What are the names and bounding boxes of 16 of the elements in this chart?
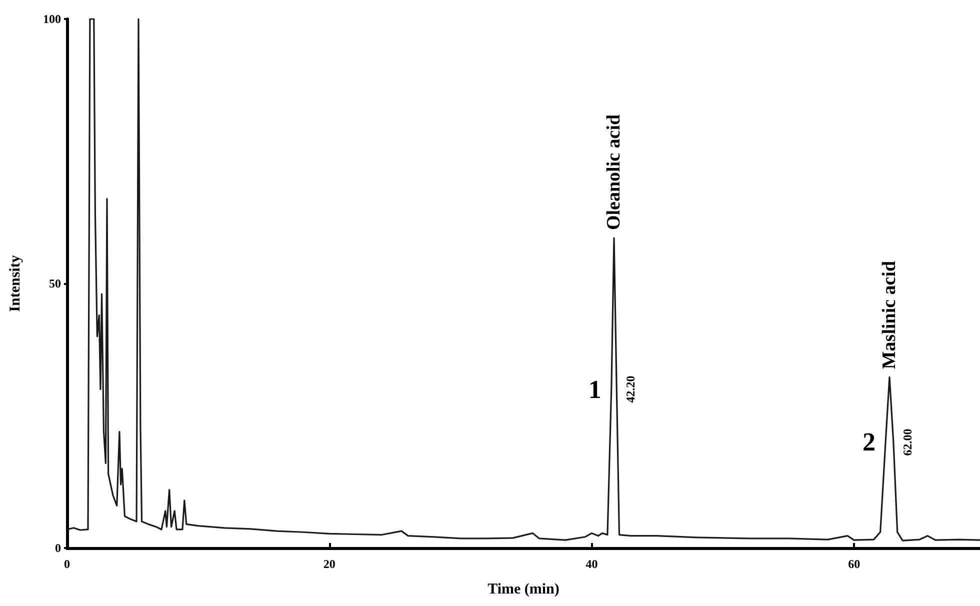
x-tick-label: 20 <box>323 557 336 571</box>
annotation: 42.20 <box>624 376 638 403</box>
x-tick-label: 0 <box>64 557 70 571</box>
x-tick-label: 60 <box>848 557 860 571</box>
annotation: 62.00 <box>900 428 914 456</box>
x-axis-title: Time (min) <box>488 582 560 598</box>
annotation: 1 <box>588 374 602 404</box>
annotation: Oleanolic acid <box>604 114 625 230</box>
y-axis-title: Intensity <box>8 254 24 312</box>
annotation: 2 <box>862 428 876 457</box>
y-tick-label: 0 <box>55 541 61 555</box>
x-tick-label: 40 <box>586 557 598 571</box>
y-tick-label: 50 <box>49 276 61 290</box>
y-tick-label: 100 <box>43 12 61 26</box>
annotation: Maslinic acid <box>878 260 900 370</box>
line-series <box>66 18 980 542</box>
